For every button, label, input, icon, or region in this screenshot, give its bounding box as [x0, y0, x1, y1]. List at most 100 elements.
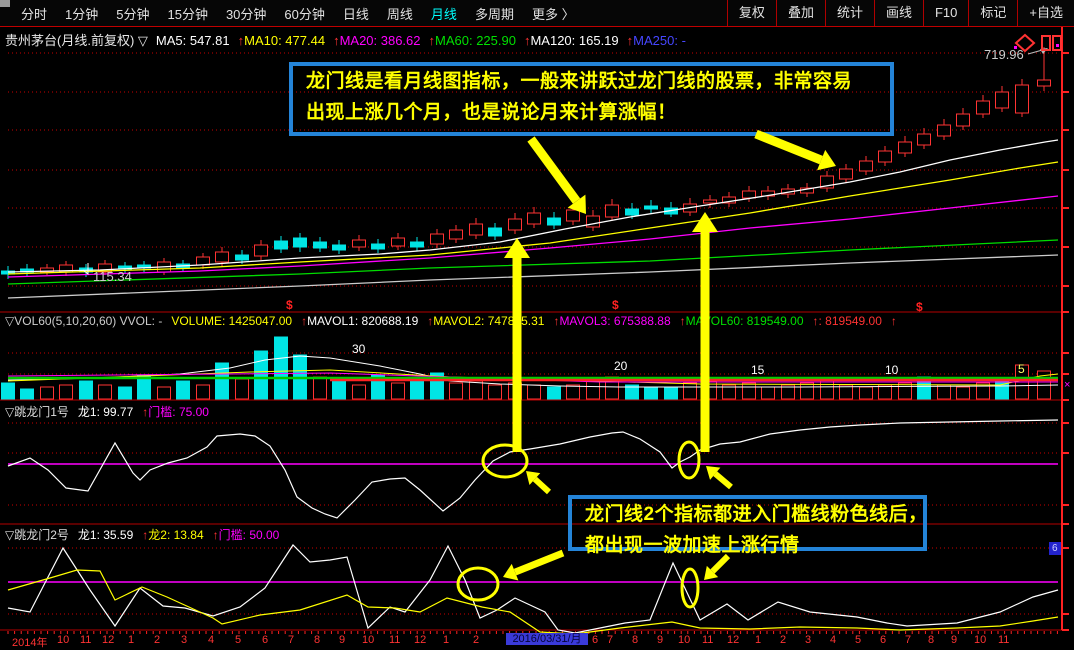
toolbar-item-6[interactable]: +自选: [1017, 0, 1074, 26]
price-high-label: 719.96: [984, 47, 1024, 62]
right-axis-mini-label: 6: [1049, 542, 1061, 555]
ind2-header-seg-0: ▽跳龙门2号: [5, 528, 69, 542]
axis-month-label-9: 7: [288, 634, 295, 646]
axis-month-label-5: 3: [181, 634, 188, 646]
vol-header-seg-3: MAVOL2: 747885.31: [433, 314, 545, 328]
annotation-box1-line1: 龙门线是看月线图指标，一般来讲跃过龙门线的股票，非常容易: [306, 71, 853, 92]
vol-header-seg-0: ▽VOL60(5,10,20,60) VVOL: -: [5, 314, 163, 328]
title-up-arrow-icon: ↑: [626, 33, 634, 48]
axis-month-label-24: 1: [755, 634, 762, 646]
period-menu: 分时 1分钟 5分钟 15分钟 30分钟 60分钟 日线 周线 月线 多周期 更多 〉: [0, 4, 584, 23]
axis-month-label-28: 5: [855, 634, 862, 646]
chart-title-bar: 贵州茅台(月线.前复权) ▽ MA5: 547.81 ↑MA10: 477.44 ↑M…: [5, 30, 694, 49]
title-seg-0: 贵州茅台(月线.前复权) ▽: [5, 33, 148, 48]
axis-month-label-6: 4: [208, 634, 215, 646]
toolbar-item-3[interactable]: 画线: [873, 0, 923, 26]
axis-month-label-32: 9: [951, 634, 958, 646]
menu-item-3[interactable]: 15分钟: [167, 6, 208, 22]
axis-year-label: 2014年: [12, 637, 48, 649]
vol-header-up-arrow-icon: ↑: [301, 314, 308, 328]
annotation-box2-line1: 龙门线2个指标都进入门槛线粉色线后，: [585, 504, 928, 525]
bar-count-label-4: 5: [1018, 362, 1025, 376]
axis-month-label-15: 1: [443, 634, 450, 646]
vol-header-seg-6: : 819549.00: [818, 314, 882, 328]
axis-month-label-31: 8: [928, 634, 935, 646]
vol-header-seg-1: VOLUME: 1425047.00: [171, 314, 293, 328]
axis-month-label-27: 4: [830, 634, 837, 646]
toolbar-item-1[interactable]: 叠加: [775, 0, 825, 26]
menu-item-2[interactable]: 5分钟: [116, 6, 150, 22]
axis-month-label-3: 1: [128, 634, 135, 646]
menu-item-8[interactable]: 月线: [430, 6, 457, 22]
bar-count-label-2: 15: [751, 363, 765, 377]
sell-mark-2: $: [916, 300, 923, 314]
axis-month-label-10: 8: [314, 634, 321, 646]
axis-month-label-33: 10: [974, 634, 987, 646]
window-corner-chip: [0, 0, 10, 7]
toolbar-item-2[interactable]: 统计: [824, 0, 874, 26]
vol-header-up-arrow-icon: ↑: [812, 314, 819, 328]
vol-header-up-arrow-icon: ↑: [679, 314, 686, 328]
vol-header-up-arrow-icon: ↑: [890, 314, 897, 328]
title-up-arrow-icon: ↑: [237, 33, 245, 48]
axis-month-label-8: 6: [262, 634, 269, 646]
axis-month-label-22: 11: [702, 634, 714, 646]
axis-month-label-19: 8: [632, 634, 639, 646]
vol-header-seg-4: MAVOL3: 675388.88: [559, 314, 671, 328]
annotation-box2-line2: 都出现一波加速上涨行情: [585, 535, 800, 556]
axis-month-label-0: 10: [57, 634, 70, 646]
menu-item-7[interactable]: 周线: [386, 6, 413, 22]
axis-month-label-29: 6: [880, 634, 887, 646]
axis-month-label-13: 11: [389, 634, 401, 646]
volume-indicator-header[interactable]: ▽VOL60(5,10,20,60) VVOL: - VOLUME: 142504…: [5, 314, 897, 328]
bar-count-label-1: 20: [614, 359, 628, 373]
title-seg-3: MA20: 386.62: [339, 33, 421, 48]
ind1-header-seg-2: 门槛: 75.00: [148, 405, 209, 419]
vol-header-up-arrow-icon: ↑: [553, 314, 560, 328]
vol-header-seg-2: MAVOL1: 820688.19: [307, 314, 419, 328]
bar-count-label-3: 10: [885, 363, 899, 377]
title-up-arrow-icon: ↑: [333, 33, 340, 48]
toolbar-item-0[interactable]: 复权: [726, 0, 776, 26]
ind1-header-seg-0: ▽跳龙门1号: [5, 405, 69, 419]
axis-month-label-21: 10: [678, 634, 691, 646]
menu-item-4[interactable]: 30分钟: [225, 6, 267, 22]
tiaolongmen1-header[interactable]: ▽跳龙门1号 龙1: 99.77 ↑门槛: 75.00: [5, 403, 218, 420]
axis-month-label-23: 12: [727, 634, 740, 646]
menu-item-1[interactable]: 1分钟: [65, 6, 99, 22]
menu-item-10[interactable]: 更多 〉: [531, 6, 575, 22]
menu-item-6[interactable]: 日线: [342, 6, 369, 22]
axis-month-label-30: 7: [905, 634, 912, 646]
period-toolbar: 分时 1分钟 5分钟 15分钟 30分钟 60分钟 日线 周线 月线 多周期 更多 〉 复权 叠加 统计…: [0, 0, 1074, 27]
tiaolongmen2-header[interactable]: ▽跳龙门2号 龙1: 35.59 ↑龙2: 13.84 ↑门槛: 50.00: [5, 526, 288, 543]
axis-month-label-11: 9: [339, 634, 346, 646]
axis-month-label-34: 11: [998, 634, 1010, 646]
toolbar-item-5[interactable]: 标记: [968, 0, 1017, 26]
title-up-arrow-icon: ↑: [523, 33, 531, 48]
pane-close-x: ×: [1064, 379, 1071, 391]
annotation-box-2[interactable]: 龙门线2个指标都进入门槛线粉色线后， 都出现一波加速上涨行情: [568, 495, 928, 556]
ind2-header-seg-2: 龙2: 13.84: [148, 528, 204, 542]
title-seg-5: MA120: 165.19: [530, 33, 619, 48]
axis-month-label-1: 11: [80, 634, 92, 646]
menu-item-0[interactable]: 分时: [21, 6, 48, 22]
axis-month-label-18: 7: [607, 634, 614, 646]
axis-month-label-4: 2: [154, 634, 161, 646]
price-click-label: 115.34: [93, 269, 132, 284]
vol-header-seg-5: MAVOL60: 819549.00: [685, 314, 804, 328]
menu-item-5[interactable]: 60分钟: [284, 6, 325, 22]
selected-date-highlight[interactable]: 2016/03/31/月: [506, 633, 588, 645]
toolbar-item-4[interactable]: F10: [922, 0, 968, 26]
axis-month-label-26: 3: [805, 634, 812, 646]
annotation-box-1[interactable]: 龙门线是看月线图指标，一般来讲跃过龙门线的股票，非常容易 出现上涨几个月，也是说…: [289, 62, 894, 136]
sell-mark-0: $: [286, 298, 293, 312]
tools-menu: 复权 叠加 统计 画线 F10 标记 +自选: [726, 0, 1074, 26]
ind1-header-seg-1: 龙1: 99.77: [77, 405, 134, 419]
axis-month-label-16: 2: [473, 634, 480, 646]
vol-header-up-arrow-icon: ↑: [427, 314, 434, 328]
menu-item-9[interactable]: 多周期: [474, 6, 514, 22]
bar-count-label-0: 30: [352, 342, 366, 356]
axis-month-label-14: 12: [414, 634, 427, 646]
axis-month-label-7: 5: [235, 634, 242, 646]
